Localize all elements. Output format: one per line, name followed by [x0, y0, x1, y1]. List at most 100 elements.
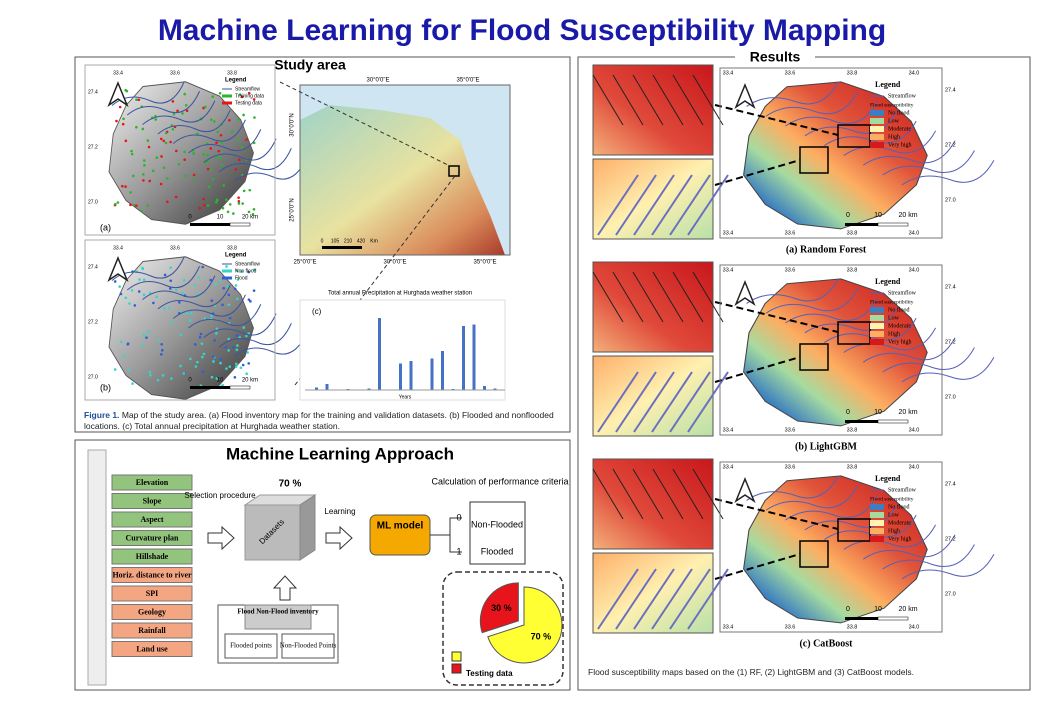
label: Total annual Precipitation at Hurghada w…	[328, 291, 472, 297]
label: 33.4	[113, 70, 123, 76]
point	[222, 184, 226, 187]
label: Streamflow	[888, 486, 917, 493]
label: 34.0	[909, 624, 920, 630]
label: Hillshade	[136, 552, 169, 561]
streamflow	[843, 130, 937, 156]
point	[214, 283, 218, 286]
point	[238, 93, 242, 96]
point	[237, 202, 241, 205]
scale-bar	[877, 616, 909, 621]
poster-title: Machine Learning for Flood Susceptibilit…	[158, 14, 886, 47]
point	[183, 158, 186, 161]
point	[242, 189, 246, 193]
connector	[430, 517, 462, 553]
point	[179, 333, 183, 337]
inset	[592, 261, 714, 353]
point	[130, 289, 134, 292]
basin-map	[108, 81, 308, 225]
point	[252, 268, 256, 271]
pie-slice	[479, 582, 519, 634]
point	[124, 185, 127, 188]
point	[227, 293, 231, 297]
point	[159, 182, 163, 186]
point	[220, 163, 223, 167]
label: 33.4	[723, 624, 734, 630]
inset-stream	[651, 371, 693, 433]
point	[222, 286, 226, 290]
point	[219, 357, 223, 361]
point	[129, 203, 132, 207]
streamflow	[188, 304, 262, 329]
scale-bar	[190, 223, 230, 226]
pie-frame	[442, 571, 564, 686]
streamflow	[862, 140, 956, 166]
point	[215, 155, 219, 158]
point	[241, 202, 244, 205]
label: 27.2	[945, 339, 956, 345]
label: Geology	[138, 607, 166, 616]
label: 1	[456, 546, 461, 556]
point	[240, 145, 244, 149]
point	[245, 138, 248, 141]
point	[226, 210, 230, 214]
pointer	[714, 159, 801, 186]
label: Very high	[888, 536, 912, 542]
streamflow	[157, 110, 231, 135]
inset-road	[592, 271, 624, 323]
label: 30 %	[491, 603, 512, 613]
label: 10	[874, 212, 882, 219]
label: Rainfall	[138, 626, 166, 635]
legend-swatch	[870, 528, 884, 534]
label: (b) LightGBM	[795, 441, 858, 452]
map-frame	[84, 239, 276, 401]
point	[234, 365, 238, 368]
study-panel	[74, 56, 571, 433]
label: Streamflow	[888, 289, 917, 296]
point	[227, 349, 230, 352]
streamflow	[746, 475, 839, 501]
label: 33.4	[113, 245, 123, 251]
label: Low	[888, 512, 900, 518]
study-heading: Study area	[274, 57, 346, 73]
cell	[281, 633, 335, 659]
label: 70 %	[279, 479, 302, 490]
map-frame	[719, 461, 943, 633]
label: 0	[846, 409, 850, 416]
inset-road	[592, 74, 624, 126]
point	[145, 336, 148, 339]
label: 27.4	[945, 87, 956, 93]
point	[230, 130, 234, 133]
point	[155, 295, 158, 299]
arrow	[325, 525, 353, 551]
pie-legend-swatch	[451, 651, 462, 662]
label: 0	[456, 512, 461, 522]
legend-swatch	[870, 110, 884, 116]
point	[210, 299, 214, 302]
streamflow	[843, 524, 937, 550]
point	[168, 307, 171, 310]
point	[122, 354, 126, 358]
point	[188, 319, 192, 322]
inset-stream	[633, 371, 675, 433]
output-box	[469, 501, 526, 565]
label: (a) Random Forest	[786, 244, 867, 255]
label: 210	[344, 238, 353, 244]
point	[200, 342, 204, 345]
label: 35°0'0"E	[456, 78, 479, 84]
legend-swatch	[870, 504, 884, 510]
pointer	[279, 81, 451, 167]
point	[247, 298, 251, 301]
point	[121, 122, 125, 126]
point	[245, 372, 249, 376]
streamflow	[218, 323, 292, 348]
map-frame	[719, 264, 943, 436]
precip-bar	[378, 318, 381, 390]
variable-box	[111, 474, 193, 491]
point	[228, 365, 232, 368]
point	[209, 278, 213, 282]
inset-road	[672, 74, 704, 126]
streamflow	[234, 157, 308, 182]
point	[206, 160, 209, 163]
label: 27.2	[88, 319, 98, 325]
point	[194, 365, 198, 368]
